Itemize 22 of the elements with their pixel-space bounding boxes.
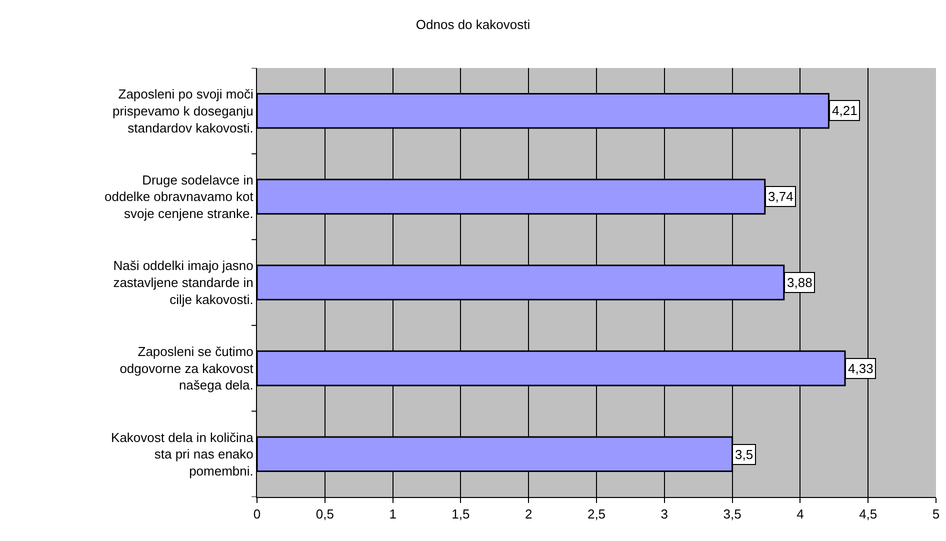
data-label: 4,21	[832, 103, 858, 118]
x-tick-label: 0,5	[316, 506, 334, 522]
y-tick-label: Zaposleni se čutimo odgovorne za kakovost našega dela.	[120, 344, 254, 393]
x-tick-label: 2,5	[587, 506, 606, 522]
data-label: 4,33	[848, 361, 874, 376]
y-tick-label: Zaposleni po svoji moči prispevamo k doseganju standardov kakovosti.	[112, 86, 254, 136]
x-tick-label: 1	[389, 506, 396, 522]
x-tick-label: 2	[524, 506, 532, 522]
y-tick-label: Naši oddelki imajo jasno zastavljene standarde in cilje kakovosti.	[113, 258, 254, 307]
data-label: 3,88	[787, 275, 812, 290]
chart-title: Odnos do kakovosti	[416, 16, 530, 32]
x-tick-label: 3	[660, 506, 668, 522]
x-tick-label: 4,5	[859, 506, 878, 522]
x-tick-label: 4	[796, 506, 804, 522]
x-tick-label: 3,5	[723, 506, 742, 522]
x-tick-label: 0	[253, 506, 261, 522]
x-tick-label: 1,5	[452, 506, 470, 522]
data-label: 3,74	[768, 189, 794, 204]
y-tick-label: Druge sodelavce in oddelke obravnavamo kot svoje cenjene stranke.	[104, 172, 254, 222]
data-label: 3,5	[735, 447, 754, 462]
x-tick-label: 5	[932, 506, 940, 522]
y-tick-label: Kakovost dela in količina sta pri nas enako pomembni.	[111, 430, 254, 479]
